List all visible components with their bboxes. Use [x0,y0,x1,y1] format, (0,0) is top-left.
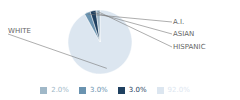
svg-text:WHITE: WHITE [8,27,31,35]
html-text:2.0%: 2.0% [51,86,69,94]
html-text:3.0%: 3.0% [128,86,147,94]
html-text:3.0%: 3.0% [90,86,108,94]
svg-text:ASIAN: ASIAN [173,30,194,38]
html-text:92.0%: 92.0% [167,86,190,94]
svg-text:A.I.: A.I. [173,18,184,26]
svg-text:HISPANIC: HISPANIC [173,43,206,51]
